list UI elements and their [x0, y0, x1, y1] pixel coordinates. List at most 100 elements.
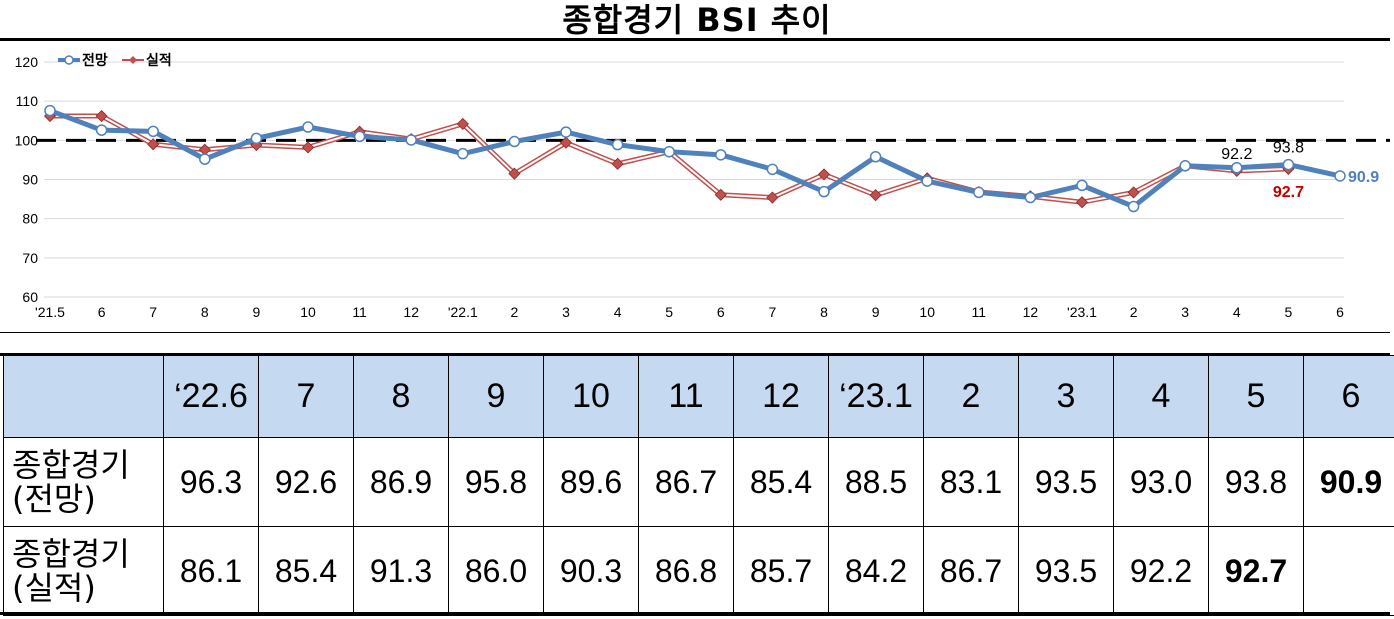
point-forecast — [405, 134, 417, 146]
table-cell: 85.4 — [258, 526, 354, 616]
point-forecast — [818, 185, 830, 198]
data-label: 92.2 — [1221, 146, 1252, 163]
point-forecast — [1127, 200, 1140, 213]
data-label: 90.9 — [1348, 169, 1379, 186]
legend-label-actual: 실적 — [146, 52, 172, 69]
table-cell: 86.0 — [448, 526, 544, 616]
legend-label-forecast: 전망 — [82, 52, 108, 69]
y-tick-label: 120 — [15, 54, 39, 70]
x-tick-label: 5 — [665, 304, 673, 320]
table-cell: 96.3 — [163, 437, 259, 527]
table-cell: 93.5 — [1018, 437, 1114, 527]
table-cell: 92.2 — [1113, 526, 1209, 616]
point-forecast — [1282, 158, 1295, 171]
point-actual — [869, 189, 882, 202]
table-header-cell: 10 — [543, 355, 639, 438]
x-tick-label: 3 — [1181, 304, 1189, 320]
x-tick-label: 11 — [352, 304, 367, 320]
x-tick-label: '21.5 — [35, 304, 65, 320]
table-cell: 85.4 — [733, 437, 829, 527]
y-tick-label: 110 — [16, 93, 39, 109]
table-header-cell: ‘23.1 — [828, 355, 924, 438]
x-tick-label: 2 — [1130, 304, 1138, 320]
table-cell: 88.5 — [828, 437, 924, 527]
series-line-forecast — [49, 108, 1341, 210]
table-header-cell: 11 — [638, 355, 734, 438]
table-header-corner — [3, 355, 164, 438]
table-cell: 85.7 — [733, 526, 829, 616]
table-header-cell: 2 — [923, 355, 1019, 438]
point-actual — [456, 117, 469, 130]
x-axis-ticks: '21.5 6 7 8 9 10 11 12 '22.1 2 3 4 5 6 7 8 9 10 11 12 '23.1 2… — [35, 304, 1344, 320]
point-forecast — [715, 149, 727, 161]
x-tick-label: 10 — [300, 304, 316, 320]
point-forecast — [302, 121, 314, 133]
point-forecast — [353, 130, 366, 143]
table-cell: 92.6 — [258, 437, 354, 527]
point-forecast — [1076, 179, 1088, 192]
row-label-line2: (실적) — [12, 569, 96, 607]
x-tick-label: 11 — [972, 304, 987, 320]
y-tick-label: 90 — [22, 172, 38, 188]
point-actual — [147, 138, 160, 151]
y-tick-label: 60 — [22, 289, 38, 305]
y-tick-label: 80 — [22, 211, 38, 227]
table-header-cell: 9 — [448, 355, 544, 438]
y-axis-ticks: 60 70 80 90 100 110 120 — [15, 54, 39, 305]
table-header-cell: 12 — [733, 355, 829, 438]
point-actual — [766, 191, 779, 204]
x-tick-label: 2 — [511, 304, 519, 320]
table-cell — [1303, 526, 1394, 616]
data-label: 92.7 — [1273, 184, 1304, 201]
table-row-label: 종합경기 (전망) — [3, 437, 164, 527]
table-cell: 86.7 — [923, 526, 1019, 616]
point-forecast — [95, 124, 108, 136]
table-cell: 91.3 — [353, 526, 449, 616]
table-cell: 83.1 — [923, 437, 1019, 527]
annotations-layer: 92.2 93.8 92.7 90.9 — [1221, 140, 1379, 201]
point-forecast — [663, 145, 675, 158]
point-actual — [714, 188, 727, 201]
table-header-cell: 8 — [353, 355, 449, 438]
row-label-line1: 종합경기 — [12, 446, 130, 484]
row-label-line2: (전망) — [12, 480, 96, 518]
legend-marker-forecast — [64, 55, 74, 65]
chart-legend: 전망 실적 — [58, 52, 172, 69]
chart-bottom-divider — [0, 332, 1390, 333]
y-tick-label: 100 — [15, 132, 39, 148]
x-tick-label: 6 — [1336, 304, 1344, 320]
table-cell: 86.9 — [353, 437, 449, 527]
x-tick-label: '22.1 — [448, 304, 478, 320]
table-row-forecast: 종합경기 (전망) 96.3 92.6 86.9 95.8 89.6 86.7 85.4 88.5… — [3, 437, 1394, 527]
point-forecast — [611, 138, 624, 151]
point-forecast — [250, 132, 263, 145]
point-actual — [559, 136, 573, 149]
table-cell: 93.0 — [1113, 437, 1209, 527]
table-header-cell: 3 — [1018, 355, 1114, 438]
x-tick-label: 6 — [98, 304, 106, 320]
point-actual — [611, 157, 624, 170]
table-top-divider — [0, 353, 1390, 356]
table-bottom-divider — [0, 612, 1390, 615]
x-tick-label: 5 — [1285, 304, 1293, 320]
legend-marker-actual — [129, 56, 137, 64]
table-cell: 86.7 — [638, 437, 734, 527]
title-divider — [0, 38, 1390, 41]
table-header-row: ‘22.6 7 8 9 10 11 12 ‘23.1 2 3 4 5 6 — [3, 355, 1394, 438]
table-cell: 86.8 — [638, 526, 734, 616]
table-cell: 92.7 — [1208, 526, 1304, 616]
table-cell: 84.2 — [828, 526, 924, 616]
series-line-actual-inner — [50, 115, 1289, 204]
x-tick-label: '23.1 — [1067, 304, 1097, 320]
point-actual — [95, 109, 108, 123]
bsi-line-chart: 60 70 80 90 100 110 120 '21.5 6 7 8 9 10 11 12 '22.1 2 3… — [15, 52, 1390, 320]
table-row-actual: 종합경기 (실적) 86.1 85.4 91.3 86.0 90.3 86.8 85.7 84.2… — [3, 526, 1394, 616]
series-line-actual-outer — [50, 113, 1289, 205]
data-label: 93.8 — [1273, 140, 1304, 157]
table-cell: 89.6 — [543, 437, 639, 527]
point-actual — [301, 141, 315, 154]
table-cell: 95.8 — [448, 437, 544, 527]
point-forecast — [921, 175, 933, 187]
point-forecast — [560, 126, 572, 138]
page-title: 종합경기 BSI 추이 — [562, 1, 832, 39]
